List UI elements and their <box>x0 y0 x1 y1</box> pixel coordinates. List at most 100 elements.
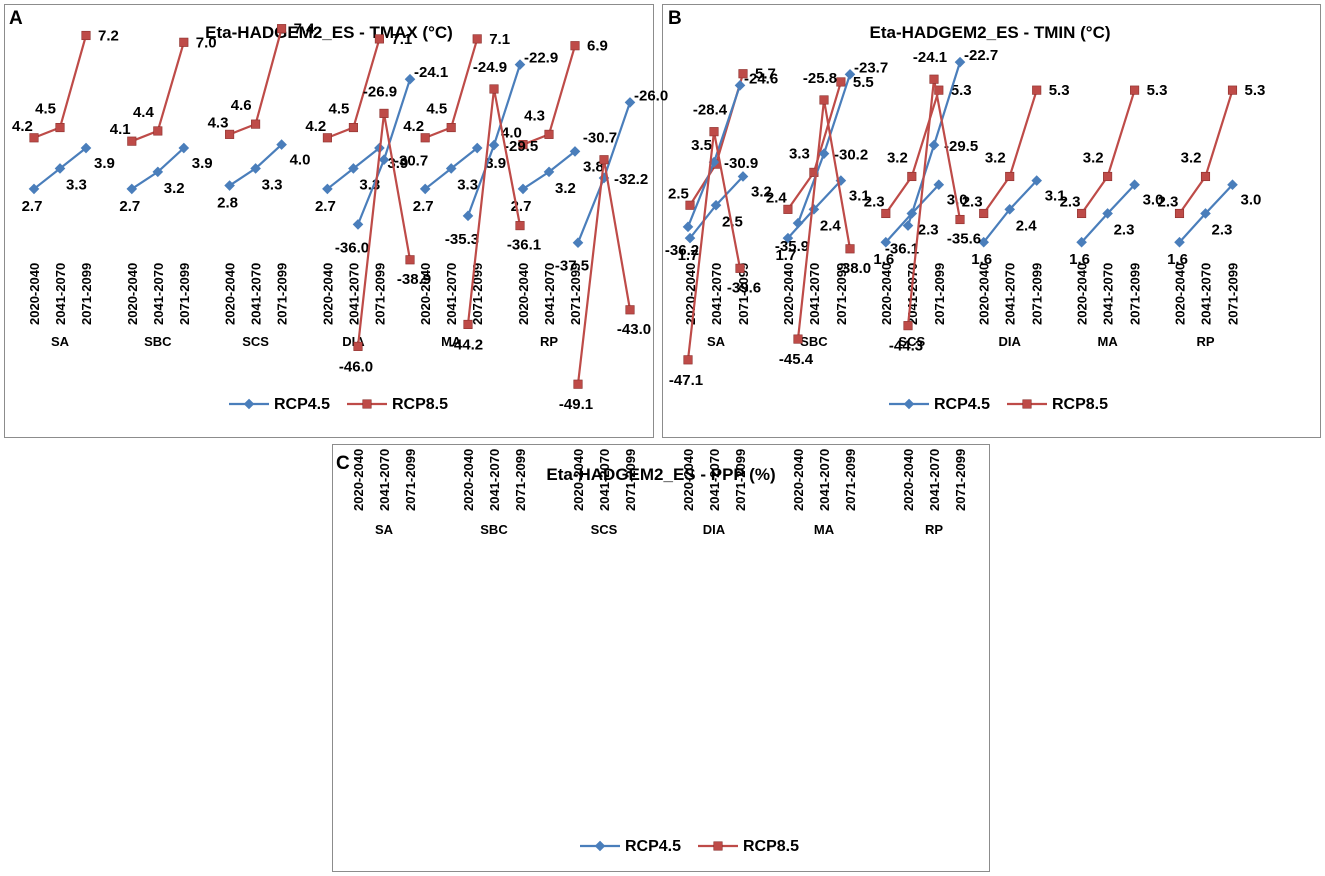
chart-a-legend-rcp85-marker <box>362 399 372 409</box>
chart-b-data-label: 3.2 <box>1181 149 1202 166</box>
chart-c-data-label: -28.4 <box>693 102 728 119</box>
chart-b-data-label: 5.3 <box>1245 82 1266 99</box>
chart-b-rcp85-point <box>1005 171 1015 182</box>
chart-c-data-label: -36.1 <box>885 241 919 258</box>
chart-a-rcp85-point <box>374 34 384 44</box>
chart-a-data-label: 3.9 <box>485 155 506 172</box>
chart-a-region-label: MA <box>441 334 462 349</box>
chart-c-rcp45-point <box>462 210 474 222</box>
chart-c-rcp45-point <box>902 220 914 231</box>
chart-a-rcp85-point <box>179 37 189 47</box>
chart-b-data-label: 3.5 <box>691 137 712 154</box>
chart-b-rcp85-point <box>783 204 793 214</box>
chart-c-rcp45-point <box>928 139 940 151</box>
chart-a-tick-label: 2041-2070 <box>53 263 68 325</box>
chart-c-rcp45-point <box>378 154 390 166</box>
chart-b-data-label: 1.6 <box>971 251 992 268</box>
chart-c-rcp45-point <box>572 237 584 249</box>
chart-b-tick-label: 2041-2070 <box>1003 263 1018 325</box>
chart-b-data-label: 5.5 <box>853 74 874 91</box>
chart-a-data-label: 4.3 <box>524 107 545 124</box>
chart-c-rcp85-point <box>405 255 415 265</box>
chart-c-data-label: -39.6 <box>727 279 761 296</box>
chart-a-rcp85-line <box>131 41 185 143</box>
chart-c-data-label: -30.7 <box>583 130 617 147</box>
chart-a-rcp45-point <box>419 183 431 195</box>
chart-c-data-label: -30.9 <box>724 155 758 172</box>
chart-a-rcp45-point <box>348 163 359 174</box>
chart-c-rcp85-point <box>845 244 855 254</box>
chart-c-rcp85-point <box>489 84 499 94</box>
chart-a-tick-label: 2020-2040 <box>27 263 42 325</box>
chart-a-tick-label: 2071-2099 <box>372 263 387 325</box>
chart-b-rcp85-point <box>1130 85 1140 95</box>
chart-a-data-label: 7.4 <box>294 21 316 38</box>
chart-b-tick-label: 2020-2040 <box>879 263 894 325</box>
chart-b-tick-label: 2071-2099 <box>736 263 751 325</box>
chart-a-data-label: 4.6 <box>231 97 252 114</box>
chart-c-data-label: -36.1 <box>507 237 541 254</box>
chart-c-data-label: -24.1 <box>414 64 448 81</box>
chart-c-region-label: SCS <box>591 522 618 537</box>
chart-a-data-label: 3.3 <box>66 176 87 193</box>
chart-b-rcp45-point <box>782 232 794 244</box>
chart-c-data-label: -23.7 <box>854 59 888 76</box>
chart-a-legend-rcp45-label: RCP4.5 <box>274 396 330 413</box>
chart-b-rcp45-point <box>1076 236 1087 248</box>
chart-b-tick-label: 2041-2070 <box>1101 263 1116 325</box>
chart-a-rcp45-point <box>152 166 164 178</box>
chart-c-tick-label: 2020-2040 <box>901 449 916 511</box>
chart-a-data-label: 2.8 <box>217 195 238 212</box>
chart-a-data-label: 4.5 <box>329 101 350 118</box>
chart-c-rcp85-point <box>819 95 829 105</box>
chart-a-rcp85-point <box>153 126 163 136</box>
chart-c-tick-label: 2041-2070 <box>597 449 612 511</box>
chart-c-tick-label: 2020-2040 <box>571 449 586 511</box>
chart-a-rcp85-point <box>446 123 456 133</box>
chart-a-data-label: 3.9 <box>192 155 213 172</box>
chart-b-data-label: 3.1 <box>1045 188 1066 205</box>
chart-b-data-label: 1.7 <box>678 247 699 264</box>
chart-a-tick-label: 2020-2040 <box>516 263 531 325</box>
chart-c-rcp45-point <box>792 217 804 229</box>
chart-b-legend-rcp85-label: RCP8.5 <box>1052 396 1108 413</box>
chart-b-data-label: 5.3 <box>951 82 972 99</box>
chart-a-rcp85-point <box>322 133 332 143</box>
chart-c-tick-label: 2071-2099 <box>733 449 748 511</box>
chart-b-data-label: 3.2 <box>887 149 908 166</box>
chart-b-tick-label: 2020-2040 <box>781 263 796 325</box>
chart-c-data-label: -44.3 <box>889 338 923 355</box>
panel-a-frame <box>4 4 654 438</box>
chart-c-rcp45-point <box>488 139 500 151</box>
chart-b-data-label: 5.3 <box>1147 82 1168 99</box>
chart-a-rcp45-point <box>322 183 333 195</box>
chart-b-data-label: 2.3 <box>1212 221 1233 238</box>
chart-a-rcp85-point <box>29 133 39 143</box>
chart-c-rcp85-point <box>379 108 389 118</box>
chart-a-rcp85-point <box>81 30 91 41</box>
chart-c-tick-label: 2071-2099 <box>953 449 968 511</box>
chart-a-region-label: SA <box>51 334 70 349</box>
chart-b-rcp45-point <box>880 236 892 248</box>
chart-c-data-label: -24.9 <box>473 59 507 76</box>
chart-a-tick-label: 2020-2040 <box>418 263 433 325</box>
chart-c-rcp85-point <box>625 305 635 315</box>
chart-a-rcp85-point <box>570 41 580 51</box>
chart-b-data-label: 2.3 <box>962 193 983 210</box>
chart-b-data-label: 3.2 <box>985 149 1006 166</box>
chart-a-data-label: 2.7 <box>511 198 532 215</box>
chart-b-title: Eta-HADGEM2_ES - TMIN (°C) <box>869 23 1110 42</box>
chart-c-rcp45-point <box>844 69 856 80</box>
chart-c-data-label: -22.7 <box>964 47 998 64</box>
chart-c-data-label: -30.2 <box>834 147 868 164</box>
chart-b-rcp45-point <box>1102 208 1113 219</box>
chart-a-rcp45-point <box>569 146 581 157</box>
chart-a-data-label: 3.8 <box>583 158 604 175</box>
chart-a-rcp45-point <box>178 142 190 154</box>
chart-c-tick-label: 2020-2040 <box>351 449 366 511</box>
chart-b-tick-label: 2020-2040 <box>1075 263 1090 325</box>
chart-c-legend-rcp85-marker <box>713 841 723 851</box>
chart-a-rcp45-point <box>126 183 138 195</box>
chart-a-rcp45-point <box>80 142 92 154</box>
chart-a-data-label: 3.2 <box>555 180 576 197</box>
